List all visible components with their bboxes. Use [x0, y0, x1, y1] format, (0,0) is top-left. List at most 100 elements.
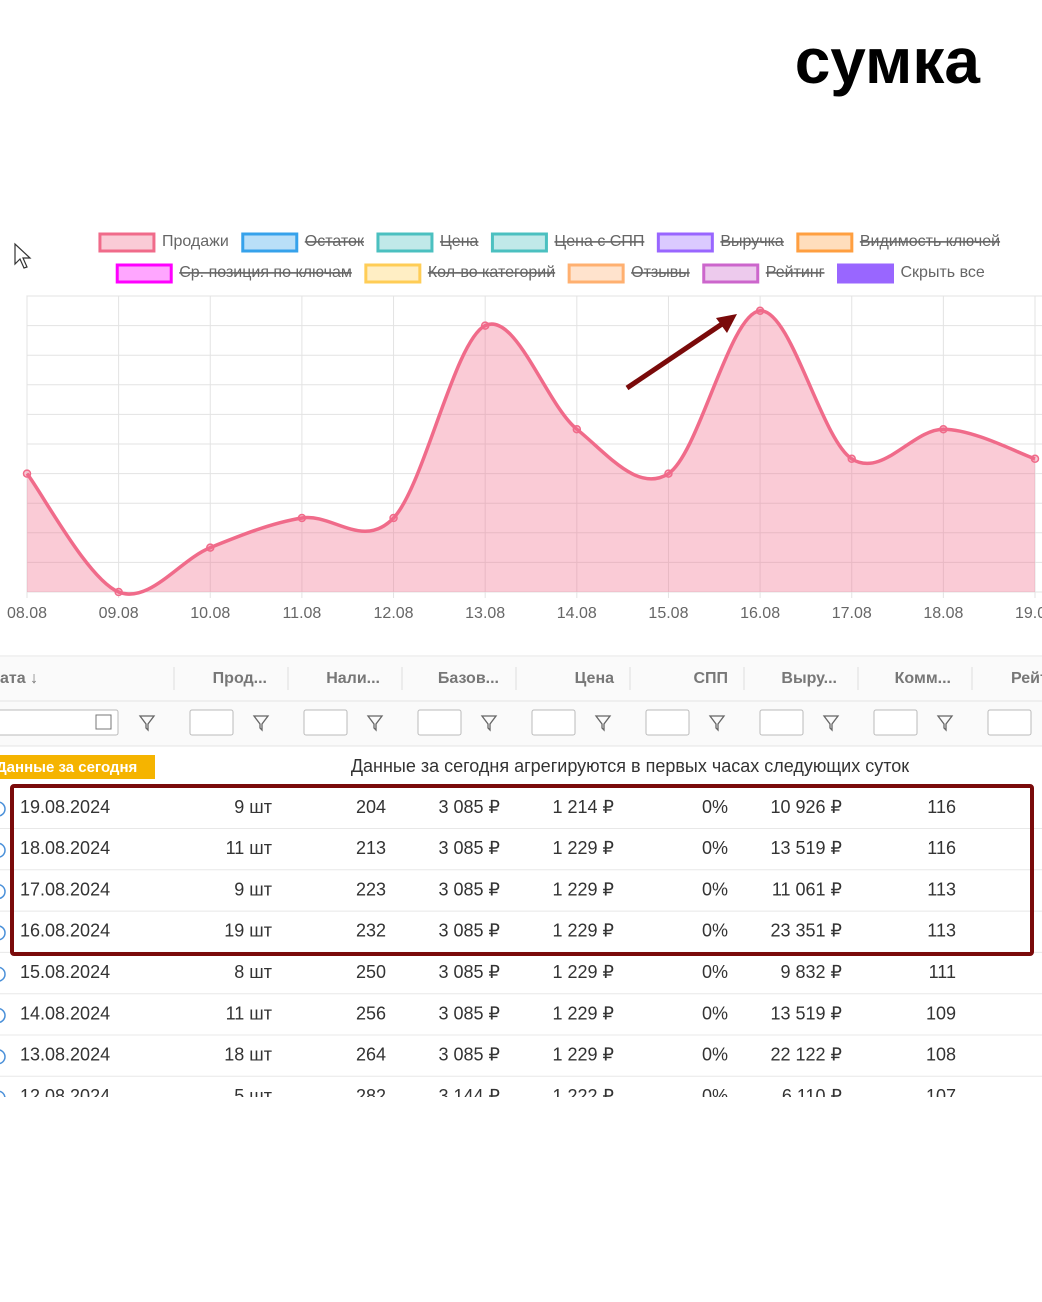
table-cell: 223 [356, 879, 386, 899]
table-cell: 116 [927, 838, 956, 858]
table-cell: 15.08.2024 [20, 962, 110, 982]
annotation-arrow [625, 321, 724, 391]
x-tick-label: 11.08 [282, 605, 321, 622]
filter-input[interactable] [759, 709, 804, 736]
x-tick-label: 18.08 [923, 605, 963, 622]
table-cell: 1 229 ₽ [553, 838, 615, 858]
table-cell: 19 шт [224, 921, 272, 941]
legend-swatch [837, 263, 894, 284]
legend: Продажи Остаток Цена Цена с СПП Выручка Видим… [98, 232, 1000, 284]
filter-icon [594, 715, 612, 732]
row-icon [0, 801, 6, 817]
legend-label: Выручка [720, 233, 784, 250]
chart: 08.08 09.08 10.08 11.08 12.08 13.08 14.08 15.08… [7, 295, 1042, 622]
legend-swatch [702, 263, 760, 284]
filter-icon [480, 715, 498, 732]
today-badge: Данные за сегодня [0, 759, 137, 776]
table-cell: 18.08.2024 [20, 838, 110, 858]
arrow-head [716, 314, 737, 333]
row-icon [0, 966, 6, 982]
x-tick-label: 13.08 [465, 605, 505, 622]
legend-label: Скрыть все [901, 264, 985, 281]
legend-label: Рейтинг [766, 264, 825, 281]
table-cell: 1 222 ₽ [553, 1086, 615, 1106]
line [25, 309, 1036, 596]
filter-input[interactable] [189, 709, 234, 736]
x-tick-label: 09.08 [99, 605, 139, 622]
data-point [572, 424, 582, 434]
filter-icon [252, 715, 270, 732]
filter-input[interactable] [645, 709, 690, 736]
column-header: Прод... [213, 670, 267, 687]
table-cell: 16.08.2024 [20, 921, 110, 941]
table-cell: 213 [356, 838, 386, 858]
table-cell: 3 085 ₽ [439, 838, 501, 858]
table-cell: 0% [702, 879, 728, 899]
filter-input[interactable] [303, 709, 348, 736]
data-point [1030, 454, 1040, 464]
filter-input[interactable] [873, 709, 918, 736]
row-icon [0, 842, 6, 858]
table-cell: 14.08.2024 [20, 1003, 110, 1023]
table-cell: 0% [702, 797, 728, 817]
filter-input[interactable] [417, 709, 462, 736]
table-cell: 6 110 ₽ [782, 1086, 842, 1106]
column-header: ата ↓ [0, 670, 38, 687]
data-point [114, 587, 123, 597]
data-point [755, 306, 765, 316]
table-cell: 22 122 ₽ [770, 1045, 842, 1065]
data-point [389, 513, 398, 523]
table: ата ↓ Прод... Нали... Базов... Цена СПП Выру..… [0, 655, 1042, 1106]
table-cell: 3 085 ₽ [439, 962, 501, 982]
table-cell: 250 [356, 962, 386, 982]
table-cell: 5 шт [234, 1086, 272, 1106]
table-cell: 256 [356, 1003, 386, 1023]
table-cell: 3 085 ₽ [439, 797, 501, 817]
legend-label: Отзывы [631, 264, 690, 281]
table-cell: 10 926 ₽ [770, 797, 842, 817]
legend-label: Кол-во категорий [428, 264, 555, 281]
table-cell: 0% [702, 1045, 728, 1065]
table-cell: 3 085 ₽ [439, 1045, 501, 1065]
table-cell: 9 шт [234, 879, 272, 899]
table-cell: 113 [927, 921, 956, 941]
legend-swatch [567, 263, 625, 284]
table-cell: 12.08.2024 [20, 1086, 110, 1106]
table-cell: 19.08.2024 [20, 797, 110, 817]
legend-swatch [241, 232, 299, 253]
table-cell: 9 832 ₽ [781, 962, 843, 982]
table-cell: 1 229 ₽ [553, 921, 615, 941]
column-header: Цена [575, 670, 614, 687]
filter-icon [708, 715, 726, 732]
row-icon [0, 925, 6, 941]
table-cell: 11 шт [226, 838, 272, 858]
legend-swatch [796, 232, 854, 253]
legend-swatch [115, 263, 173, 284]
today-note: Данные за сегодня агрегируются в первых … [351, 756, 909, 776]
filter-icon [138, 715, 156, 732]
data-point [847, 454, 856, 464]
legend-label: Ср. позиция по ключам [179, 264, 352, 281]
filter-input[interactable] [531, 709, 576, 736]
table-cell: 23 351 ₽ [770, 921, 842, 941]
data-point [480, 321, 490, 330]
date-filter-input [0, 709, 119, 736]
filter-icon [366, 715, 384, 732]
table-cell: 1 229 ₽ [553, 1045, 615, 1065]
filter-input[interactable] [987, 709, 1032, 736]
table-cell: 3 085 ₽ [439, 921, 501, 941]
table-cell: 9 шт [234, 797, 272, 817]
legend-swatch [376, 232, 434, 253]
table-cell: 1 229 ₽ [553, 1003, 615, 1023]
x-tick-label: 14.08 [557, 605, 597, 622]
legend-swatch [490, 232, 548, 253]
page-title: сумка [795, 25, 981, 97]
today-badge-bg [0, 755, 155, 779]
legend-label: Цена с СПП [554, 233, 644, 250]
column-header: Выру... [781, 670, 837, 687]
table-cell: 264 [356, 1045, 386, 1065]
table-cell: 11 061 ₽ [772, 879, 842, 899]
legend-row: Продажи Остаток Цена Цена с СПП Выручка Видим… [98, 232, 1000, 253]
column-header: Комм... [895, 670, 951, 687]
table-cell: 3 085 ₽ [439, 1003, 501, 1023]
